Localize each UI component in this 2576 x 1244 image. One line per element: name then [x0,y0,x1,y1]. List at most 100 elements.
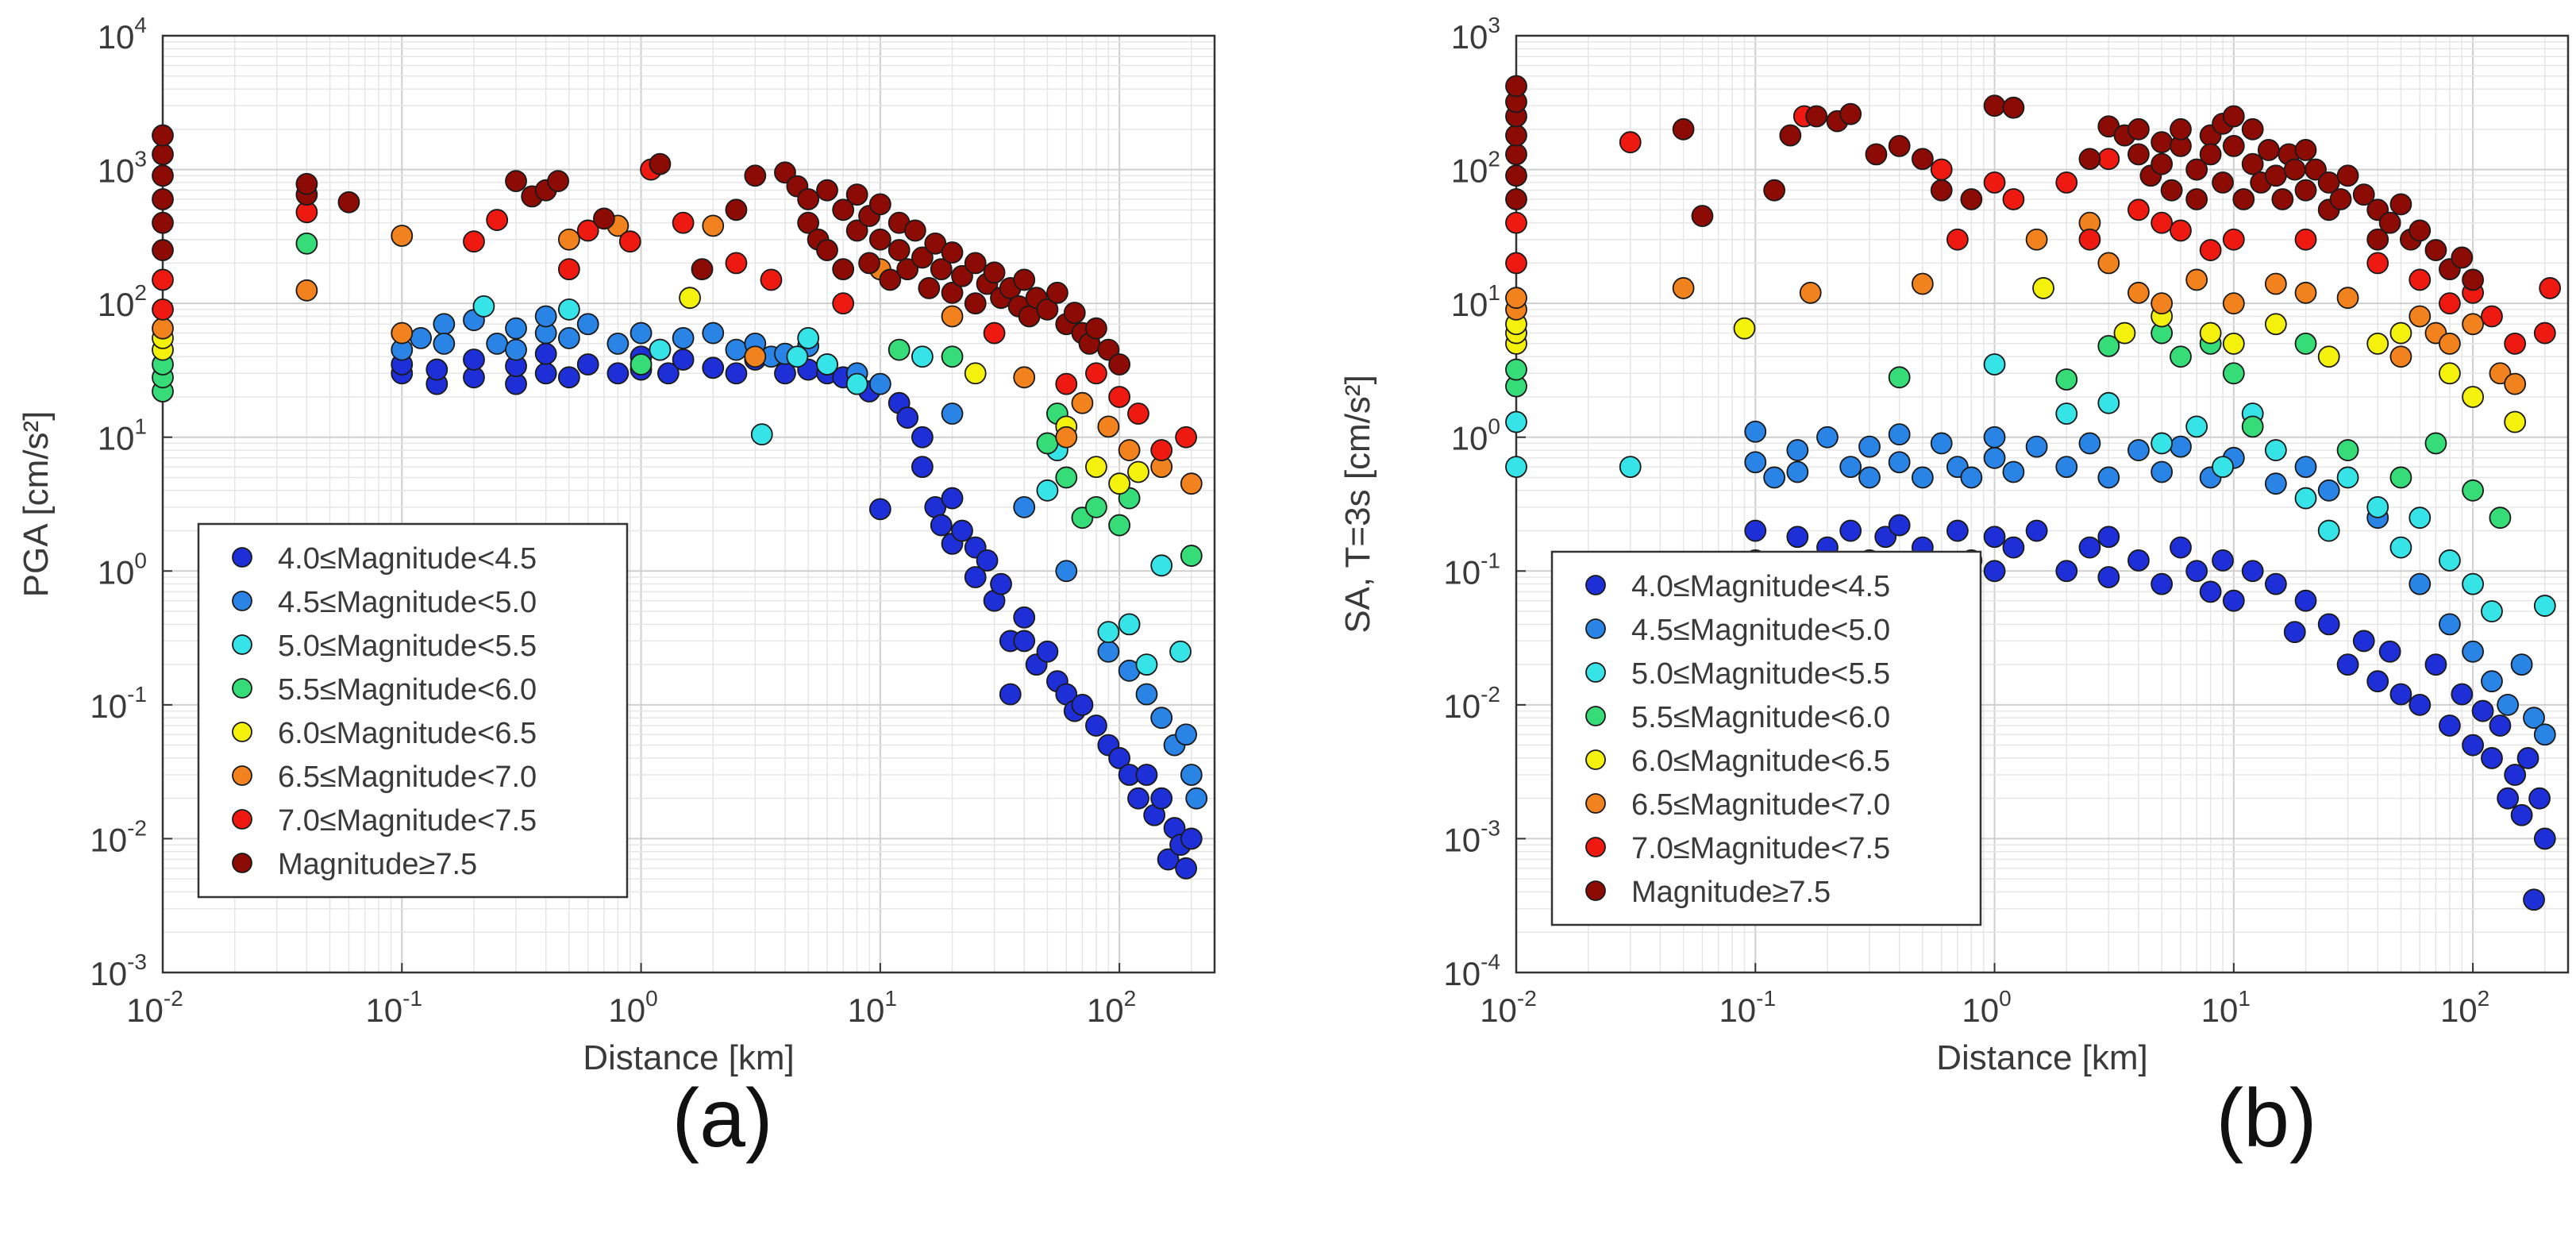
data-point [657,362,680,385]
data-point [2317,345,2340,368]
data-points [152,124,1208,880]
x-axis-label: Distance [km] [583,1038,795,1077]
data-point [1013,268,1036,291]
data-point [918,277,941,299]
chart-a: 10-2 10-1 100 101 10210-310-210-110010110210… [17,13,1216,1077]
data-point [941,487,964,510]
legend-label: 5.0≤Magnitude<5.5 [278,630,537,663]
data-point [941,281,964,304]
data-point [2329,188,2352,210]
data-point [2127,198,2150,221]
series [1505,211,2527,395]
data-point [391,322,414,345]
data-point [868,193,891,216]
data-point [2504,332,2527,355]
legend-label: 4.0≤Magnitude<4.5 [1631,570,1890,603]
data-point [702,322,725,345]
data-point [1127,787,1149,810]
data-point [1505,410,1527,433]
data-point [2222,362,2245,385]
data-point [924,232,947,255]
y-tick-exponent: -1 [1481,548,1500,572]
data-point [941,345,964,368]
data-point [2389,466,2412,489]
legend-label: Magnitude≥7.5 [1631,876,1831,909]
data-point [1157,848,1180,871]
data-point [2032,277,2054,299]
data-point [486,332,509,355]
data-point [152,164,174,187]
data-point [2409,305,2432,328]
data-point [2481,670,2503,693]
data-point [2151,460,2174,483]
data-point [2097,252,2120,275]
data-point [2078,536,2101,559]
y-tick-exponent: -2 [127,815,147,840]
data-point [2389,322,2412,345]
chart-panel-b: 10-2 10-1 100 101 102 10-4 10-3 10-2 10-1 100 101 1… [1306,0,2576,1244]
data-point [1150,707,1173,730]
data-point [2539,277,2562,299]
data-point [1180,545,1203,567]
data-point [2389,683,2412,706]
data-point [295,232,318,255]
data-points [1505,75,2562,911]
data-point [2497,787,2520,810]
data-point [888,239,911,261]
y-tick-exponent: -3 [1481,815,1500,840]
data-point [2127,549,2150,572]
data-point [1505,164,1527,187]
data-point [2504,410,2527,433]
data-point [2471,699,2494,722]
x-tick-base: 10 [608,992,645,1029]
data-point [911,246,934,269]
x-tick-exponent: 2 [1124,986,1137,1011]
data-point [1672,277,1695,299]
y-tick-exponent: -3 [127,949,147,974]
data-point [2199,322,2222,345]
y-tick-label: 100 [98,548,147,591]
legend-marker [232,722,252,742]
data-point [547,170,569,192]
data-point [2055,560,2078,583]
data-point [2232,188,2255,210]
legend-label: 7.0≤Magnitude<7.5 [278,804,537,838]
data-point [1135,764,1158,786]
data-point [2352,183,2375,206]
y-tick-base: 10 [1451,18,1488,56]
data-point [2305,158,2327,181]
y-tick-label: 103 [1451,13,1500,56]
legend-label: 6.0≤Magnitude<6.5 [278,717,537,750]
data-point [2264,572,2287,595]
data-point [744,164,767,187]
y-tick-label: 101 [98,414,147,457]
x-tick-label: 10-2 [1480,986,1537,1029]
data-point [1505,287,1527,310]
data-point [672,211,695,234]
data-point [1744,519,1767,542]
y-tick-exponent: -1 [127,682,147,707]
data-point [725,362,748,385]
data-point [1118,613,1141,636]
data-point [557,298,580,321]
data-point [1150,787,1173,810]
data-point [2241,117,2264,141]
data-point [1858,435,1881,458]
y-tick-label: 10-3 [90,949,147,992]
data-point [1691,205,1714,227]
data-point [911,426,934,449]
data-point [557,258,580,281]
data-point [845,372,868,395]
x-tick-exponent: -2 [164,986,183,1011]
data-point [2510,803,2533,826]
data-point [1946,228,1969,251]
data-point [2170,435,2192,458]
data-point [672,327,695,349]
data-point [295,279,318,302]
data-point [1744,420,1767,443]
data-point [2097,391,2120,414]
x-tick-label: 10-2 [126,986,183,1029]
x-tick-base: 10 [2201,992,2239,1029]
data-point [1816,426,1839,449]
data-point [2317,519,2340,542]
